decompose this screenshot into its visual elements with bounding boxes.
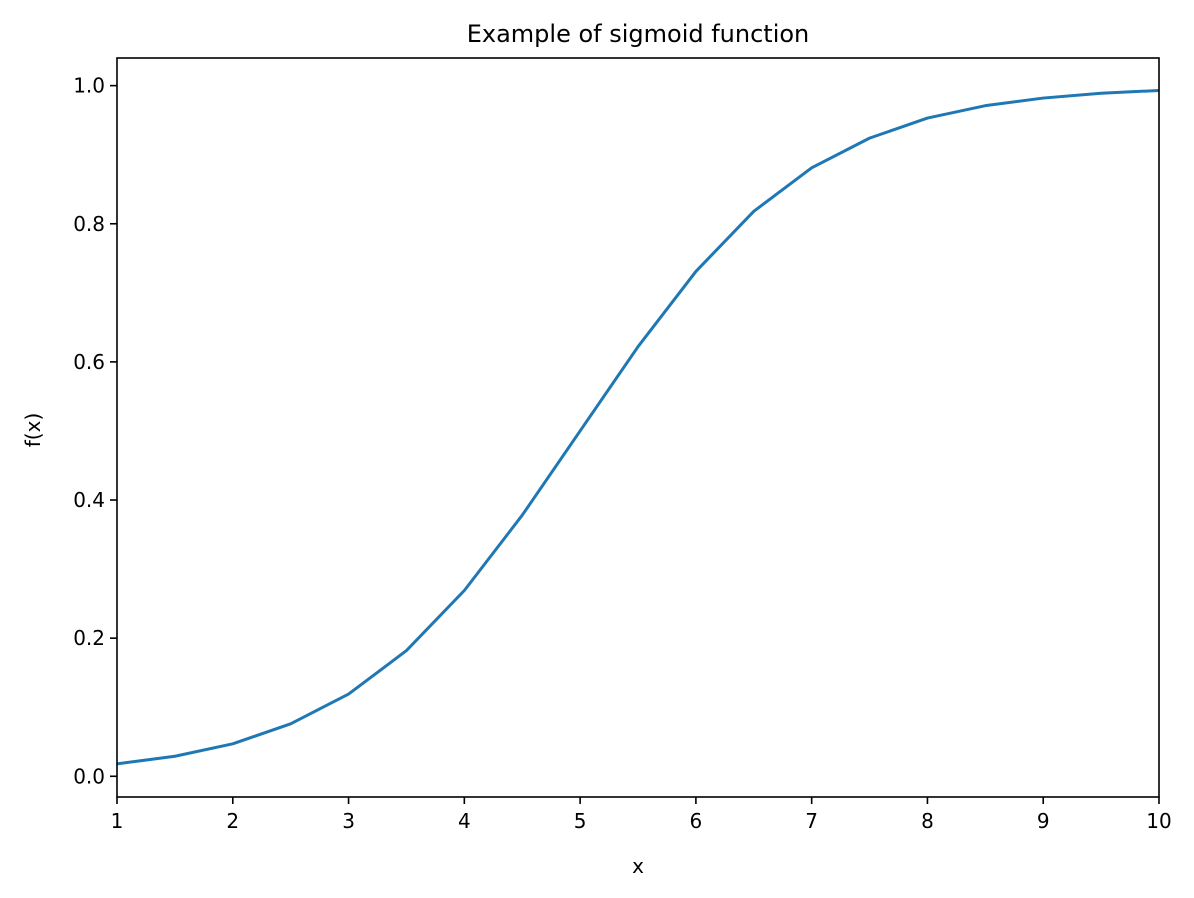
x-tick-label: 2 bbox=[226, 809, 239, 833]
y-tick-label: 0.0 bbox=[73, 764, 105, 788]
x-tick-label: 5 bbox=[574, 809, 587, 833]
x-tick-label: 10 bbox=[1146, 809, 1171, 833]
plot-frame bbox=[116, 57, 1160, 798]
chart-title: Example of sigmoid function bbox=[467, 20, 810, 48]
x-tick-label: 8 bbox=[921, 809, 934, 833]
plot-area bbox=[116, 57, 1160, 798]
x-axis-label: x bbox=[632, 854, 644, 878]
y-tick-label: 0.8 bbox=[73, 212, 105, 236]
y-tick-label: 0.4 bbox=[73, 488, 105, 512]
y-axis-label: f(x) bbox=[21, 413, 45, 447]
y-tick-label: 0.2 bbox=[73, 626, 105, 650]
x-axis: 1 2 3 4 5 6 7 8 9 10 bbox=[111, 797, 1172, 833]
x-tick-label: 1 bbox=[111, 809, 124, 833]
x-tick-label: 9 bbox=[1037, 809, 1050, 833]
y-tick-label: 0.6 bbox=[73, 350, 105, 374]
y-axis: 0.0 0.2 0.4 0.6 0.8 1.0 bbox=[73, 74, 117, 788]
y-tick-label: 1.0 bbox=[73, 74, 105, 98]
x-tick-label: 4 bbox=[458, 809, 471, 833]
series-line-0 bbox=[116, 88, 1160, 766]
x-tick-label: 6 bbox=[690, 809, 703, 833]
x-tick-label: 7 bbox=[805, 809, 818, 833]
x-tick-label: 3 bbox=[342, 809, 355, 833]
